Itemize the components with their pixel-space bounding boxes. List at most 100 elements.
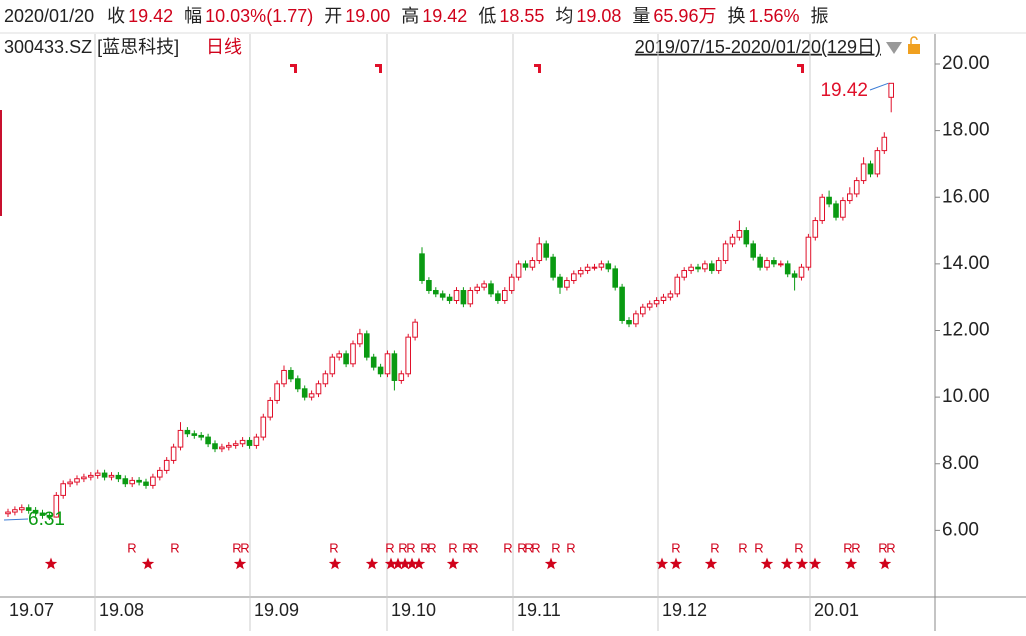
candle-body (853, 180, 860, 195)
header-value: 10.03%(1.77) (205, 6, 313, 26)
candle-body (377, 366, 384, 375)
header-value: 19.42 (422, 6, 467, 26)
signal-star (795, 557, 809, 570)
signal-r: R (851, 540, 860, 555)
candle-body (633, 313, 639, 325)
header-label: 振 (811, 6, 829, 26)
header-value: 19.08 (576, 6, 621, 26)
candle-body (481, 283, 487, 288)
candle-body (778, 263, 784, 266)
candle-body (350, 343, 356, 365)
candle-body (212, 443, 218, 450)
candle-body (488, 283, 494, 295)
candle-body (12, 509, 18, 513)
signal-star (141, 557, 155, 570)
candle-body (791, 273, 798, 278)
candle-body (522, 263, 529, 268)
candle-body (826, 196, 832, 205)
flag-marker (534, 64, 541, 73)
candle-body (729, 236, 736, 245)
candle-body (695, 266, 701, 270)
candle-body (467, 290, 474, 305)
y-tick-label: 8.00 (942, 453, 979, 474)
signal-star (780, 557, 794, 570)
candle-body (81, 476, 87, 480)
signal-r: R (566, 540, 575, 555)
candle-body (584, 266, 591, 272)
signal-r: R (469, 540, 478, 555)
candle-body (550, 256, 556, 278)
candle-body (308, 393, 315, 398)
y-tick-label: 20.00 (942, 53, 990, 74)
candle-body (288, 369, 294, 380)
candle-body (101, 472, 108, 478)
lock-icon[interactable] (908, 44, 920, 54)
candle-body (529, 260, 536, 268)
signal-r: R (420, 540, 429, 555)
period-label: 日线 (206, 37, 242, 57)
candle-body (419, 253, 425, 282)
header-label: 低 (478, 6, 496, 26)
candle-body (840, 200, 846, 218)
signal-r: R (503, 540, 512, 555)
signal-star (446, 557, 460, 570)
y-tick-label: 6.00 (942, 519, 979, 540)
signal-star (384, 557, 398, 570)
signal-r: R (462, 540, 471, 555)
y-tick-label: 14.00 (942, 253, 990, 274)
signal-star (544, 557, 558, 570)
candle-body (571, 273, 577, 282)
candle-body (205, 436, 211, 445)
signal-r: R (531, 540, 540, 555)
candle-body (722, 243, 729, 262)
signal-r: R (232, 540, 241, 555)
candle-body (433, 290, 439, 295)
candle-body (219, 446, 225, 450)
candle-body (322, 373, 329, 385)
candle-body (626, 319, 632, 325)
signal-r: R (794, 540, 803, 555)
signal-r: R (843, 540, 852, 555)
candle-body (860, 163, 867, 182)
candle-body (177, 429, 184, 448)
candle-body (343, 353, 349, 365)
min-label: 6.31 (28, 509, 65, 530)
candle-body (274, 383, 280, 401)
candle-body (453, 290, 460, 302)
candle-body (702, 263, 708, 270)
candle-body (819, 196, 826, 222)
max-label: 19.42 (820, 80, 868, 101)
flag-marker (797, 64, 804, 73)
candle-body (198, 434, 204, 438)
candle-body (446, 296, 453, 302)
candle-body (405, 336, 411, 375)
header-label: 收 (107, 6, 125, 26)
candle-body (681, 270, 688, 278)
signal-star (412, 557, 426, 570)
candle-body (591, 266, 598, 269)
x-tick-label: 19.10 (391, 600, 436, 620)
candle-body (598, 263, 605, 268)
candle-body (226, 444, 232, 448)
candle-body (867, 163, 874, 175)
date-range: 2019/07/15-2020/01/20(129日) (635, 37, 881, 57)
x-tick-label: 19.08 (99, 600, 144, 620)
candle-body (612, 268, 619, 288)
header-value: 65.96万 (653, 6, 716, 26)
candle-body (136, 479, 142, 483)
x-tick-label: 19.11 (517, 600, 561, 620)
candle-body (25, 507, 32, 511)
candle-body (253, 436, 260, 446)
max-pointer (869, 82, 889, 91)
signal-r: R (127, 540, 136, 555)
signal-star (233, 557, 247, 570)
header-label: 高 (401, 6, 419, 26)
signal-star (704, 557, 718, 570)
candle-body (295, 378, 301, 390)
candle-body (246, 439, 253, 446)
header-value: 1.56% (748, 6, 799, 26)
dropdown-icon[interactable] (886, 42, 902, 54)
signal-r: R (406, 540, 415, 555)
header-label: 幅 (184, 6, 202, 26)
